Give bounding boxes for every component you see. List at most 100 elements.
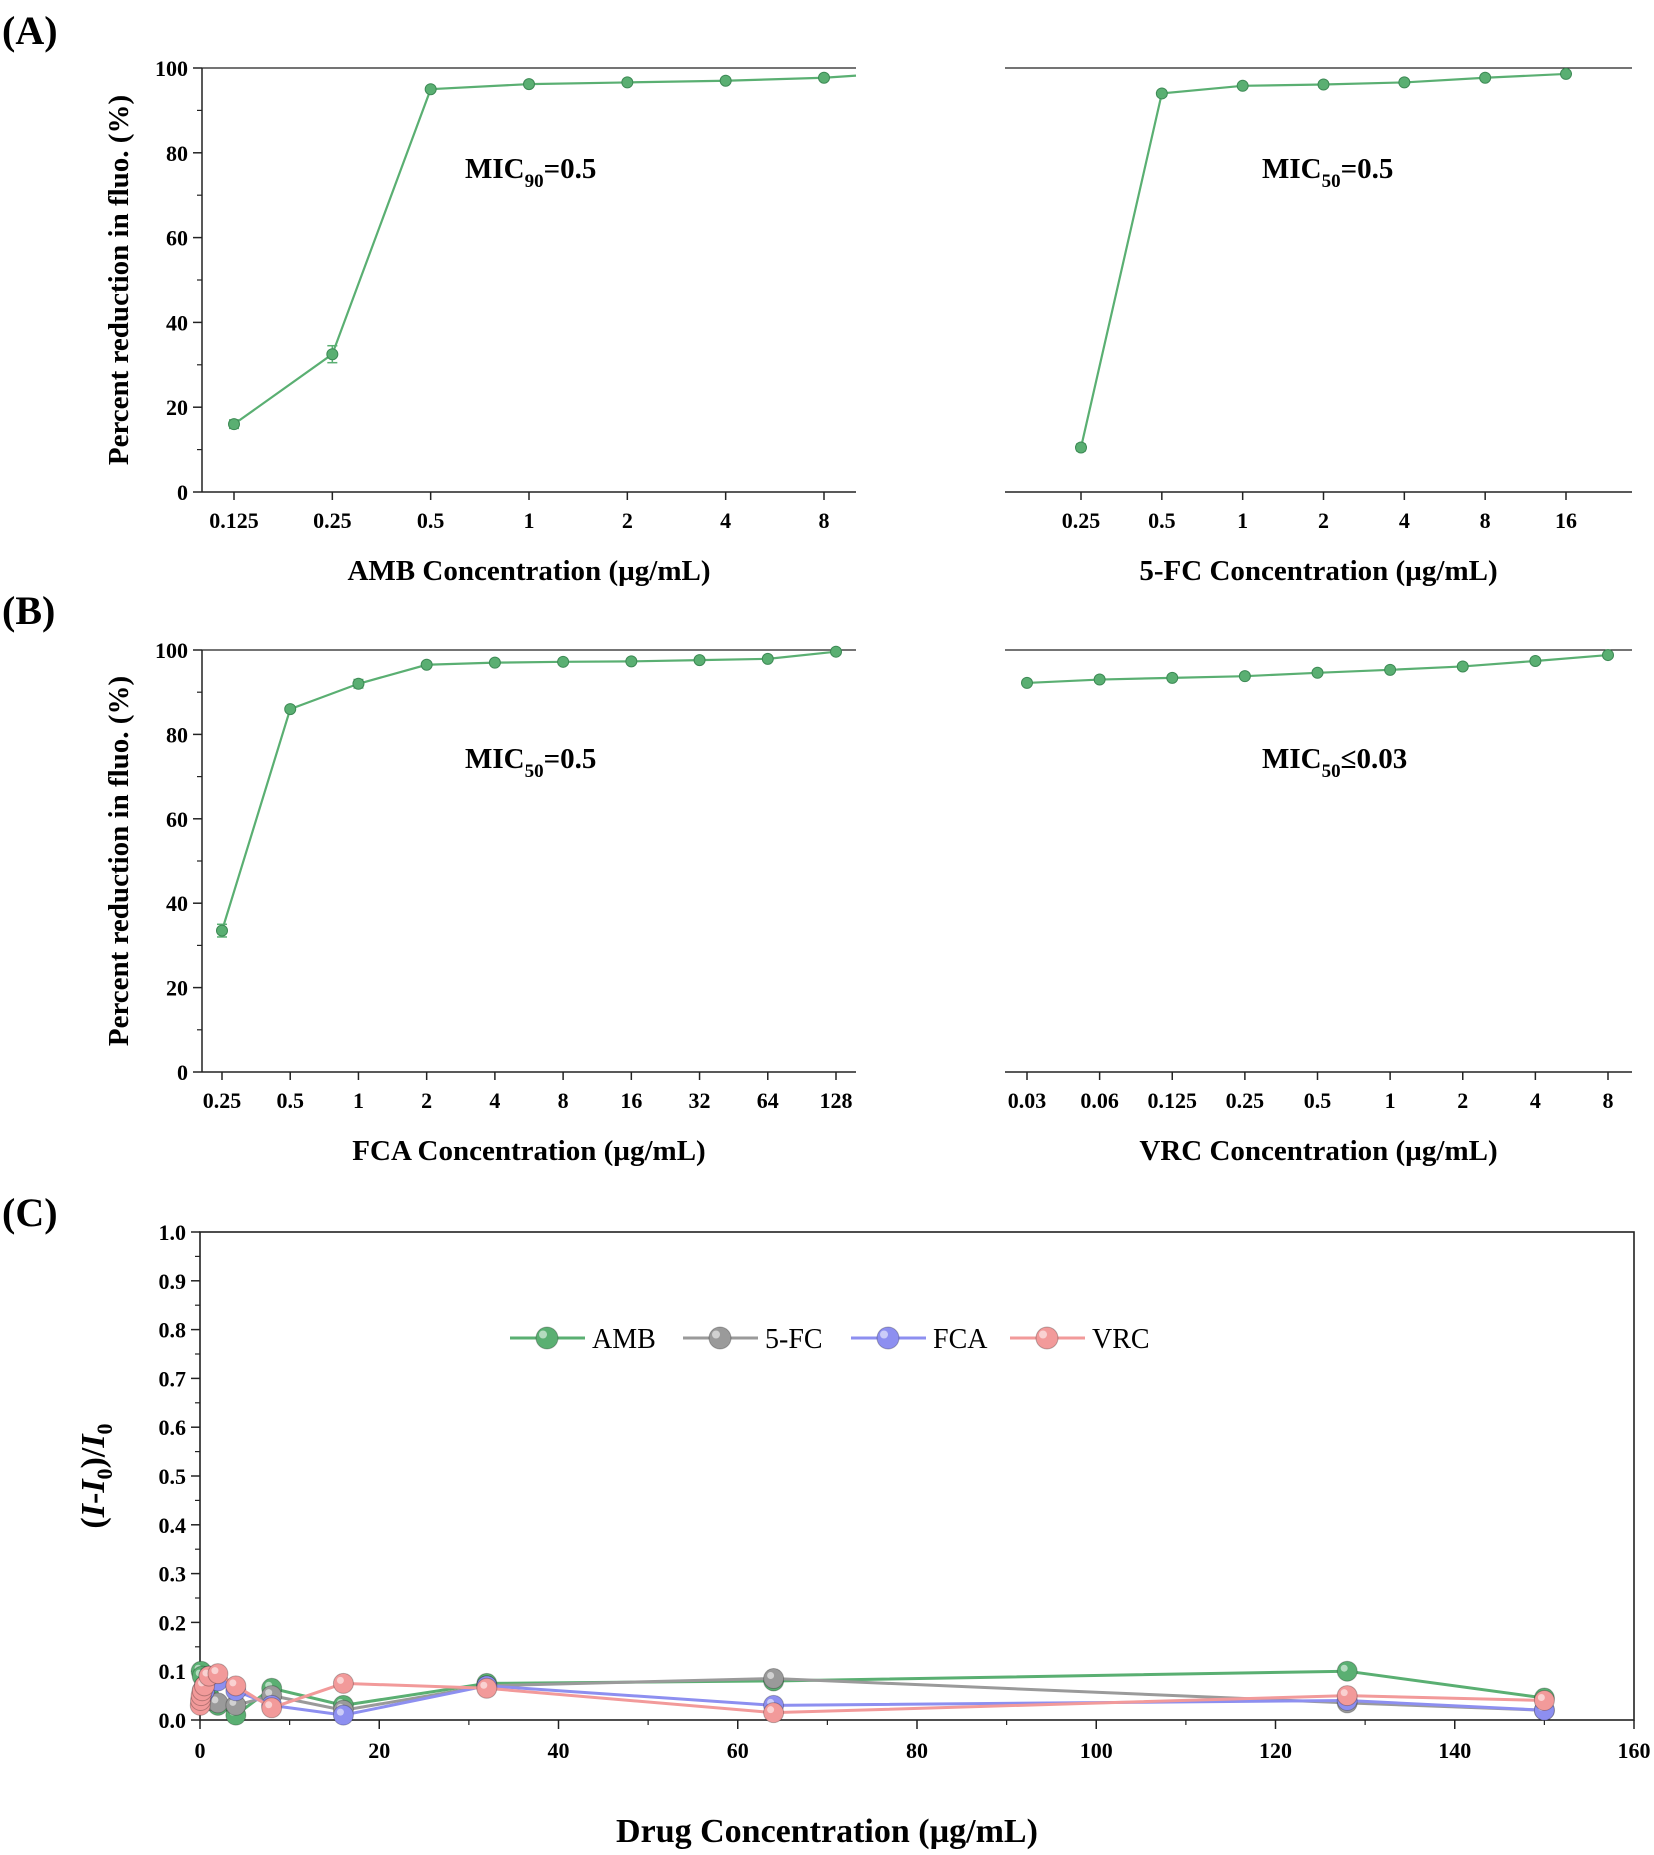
y-tick-label: 0.4	[159, 1513, 187, 1538]
data-point	[207, 1663, 229, 1685]
data-point	[284, 703, 297, 716]
y-tick-label: 0.3	[159, 1562, 187, 1587]
y-tick-label: 1.0	[159, 1220, 187, 1245]
x-tick-label: 1	[353, 1088, 364, 1113]
data-point	[830, 645, 842, 658]
legend-marker	[876, 1326, 900, 1350]
y-axis-title: Percent reduction in fluo. (%)	[103, 676, 135, 1046]
data-point	[261, 1697, 283, 1719]
x-tick-label: 1	[524, 508, 535, 533]
x-tick-label: 40	[548, 1738, 570, 1763]
data-point	[476, 1677, 498, 1699]
x-axis-title: 5-FC Concentration (µg/mL)	[1139, 555, 1497, 587]
x-axis-title: Drug Concentration (µg/mL)	[616, 1813, 1038, 1850]
data-point	[818, 71, 830, 84]
x-tick-label: 2	[622, 508, 633, 533]
data-point	[424, 83, 437, 96]
data-point	[621, 76, 634, 89]
data-point	[1398, 76, 1411, 89]
x-tick-label: 0.5	[1148, 508, 1176, 533]
data-point	[1602, 649, 1614, 662]
legend-label: VRC	[1092, 1324, 1150, 1355]
y-tick-label: 60	[166, 226, 188, 251]
x-tick-label: 0.5	[417, 508, 445, 533]
x-tick-label: 0.5	[1304, 1088, 1332, 1113]
series-line	[1079, 72, 1567, 448]
y-tick-label: 0.8	[159, 1318, 187, 1343]
x-tick-label: 4	[1530, 1088, 1541, 1113]
x-axis-title: VRC Concentration (µg/mL)	[1139, 1135, 1497, 1167]
data-point-highlight	[211, 1696, 219, 1704]
x-tick-label: 16	[1555, 508, 1577, 533]
legend-marker-highlight	[1039, 1330, 1047, 1339]
y-tick-label: 100	[155, 638, 188, 663]
y-tick-label: 0.2	[159, 1610, 187, 1635]
data-point	[1336, 1660, 1358, 1682]
x-tick-label: 0.125	[1148, 1088, 1198, 1113]
legend-label: FCA	[933, 1324, 988, 1355]
data-point-highlight	[229, 1679, 237, 1687]
data-point	[352, 677, 365, 690]
data-point-highlight	[1340, 1689, 1348, 1697]
data-point	[1456, 660, 1469, 673]
x-tick-label: 60	[727, 1738, 749, 1763]
data-point	[488, 656, 501, 669]
x-tick-label: 0.06	[1080, 1088, 1119, 1113]
x-tick-label: 0.03	[1008, 1088, 1047, 1113]
x-tick-label: 4	[489, 1088, 500, 1113]
data-point	[763, 1702, 785, 1724]
data-point	[1093, 673, 1106, 686]
data-point	[1166, 671, 1179, 684]
panel-label-a: (A)	[2, 8, 58, 53]
y-tick-label: 80	[166, 141, 188, 166]
x-tick-label: 80	[906, 1738, 928, 1763]
y-tick-label: 80	[166, 722, 188, 747]
data-point	[1336, 1685, 1358, 1707]
x-tick-label: 64	[757, 1088, 779, 1113]
y-tick-label: 100	[155, 56, 188, 81]
legend: AMB 5-FC FCA VRC	[510, 1324, 1150, 1355]
y-tick-label: 0.1	[159, 1659, 187, 1684]
y-tick-label: 0.6	[159, 1415, 187, 1440]
x-tick-label: 128	[820, 1088, 853, 1113]
legend-marker	[1035, 1326, 1059, 1350]
x-tick-label: 0.25	[1226, 1088, 1265, 1113]
plot-fca-reduction: 0 20 40 60 80 100 Percent reduction in fluo. (…	[103, 638, 856, 1167]
y-tick-label: 40	[166, 891, 188, 916]
x-tick-label: 1	[1385, 1088, 1396, 1113]
data-point	[1533, 1689, 1555, 1711]
plot-amb-reduction: 0 20 40 60 80 100 Percent reduction in fluo. (…	[103, 56, 857, 587]
y-axis-title: Percent reduction in fluo. (%)	[103, 95, 135, 465]
x-tick-label: 20	[368, 1738, 390, 1763]
x-axis-title: FCA Concentration (µg/mL)	[352, 1135, 705, 1167]
legend-marker-highlight	[539, 1330, 547, 1339]
x-tick-label: 8	[1480, 508, 1491, 533]
x-tick-label: 8	[819, 508, 830, 533]
data-point	[1529, 654, 1542, 667]
y-axis-title: (I-I0)/I0	[75, 1423, 117, 1528]
legend-marker	[535, 1326, 559, 1350]
data-point	[332, 1672, 354, 1694]
data-point-highlight	[336, 1708, 344, 1716]
x-tick-label: 0.25	[313, 508, 352, 533]
x-tick-label: 2	[1457, 1088, 1468, 1113]
series-line	[233, 74, 857, 426]
mic-annotation: MIC50≤0.03	[1262, 743, 1407, 782]
data-point-highlight	[202, 1669, 210, 1677]
y-tick-label: 0	[177, 480, 188, 505]
data-point-highlight	[1537, 1693, 1545, 1701]
y-tick-label: 40	[166, 310, 188, 335]
x-tick-label: 0.5	[276, 1088, 304, 1113]
data-point	[1021, 676, 1033, 689]
legend-marker-highlight	[712, 1330, 720, 1339]
data-point	[332, 1704, 354, 1726]
plot-vrc-reduction: 0.03 0.06 0.125 0.25 0.5 1 2 4 8 VRC Concentratio…	[1005, 649, 1632, 1167]
series-line	[220, 650, 837, 931]
data-point	[719, 74, 732, 87]
x-tick-label: 140	[1438, 1738, 1471, 1763]
y-tick-label: 60	[166, 807, 188, 832]
y-tick-label: 20	[166, 395, 188, 420]
data-point	[523, 78, 535, 91]
data-point-highlight	[211, 1667, 219, 1675]
